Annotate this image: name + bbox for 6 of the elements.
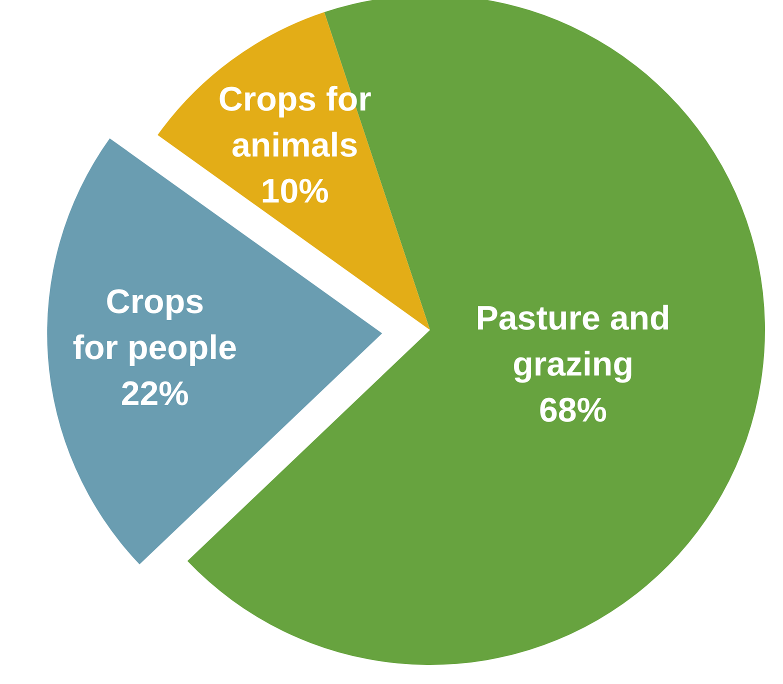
data-label: 68% bbox=[538, 392, 608, 430]
slice-label: Crops for animals bbox=[218, 80, 372, 165]
data-label: 22% bbox=[120, 375, 189, 414]
slice-label: Pasture and grazing bbox=[476, 300, 670, 384]
slice-label: Crops for people bbox=[72, 283, 238, 368]
data-label: 10% bbox=[260, 172, 329, 211]
